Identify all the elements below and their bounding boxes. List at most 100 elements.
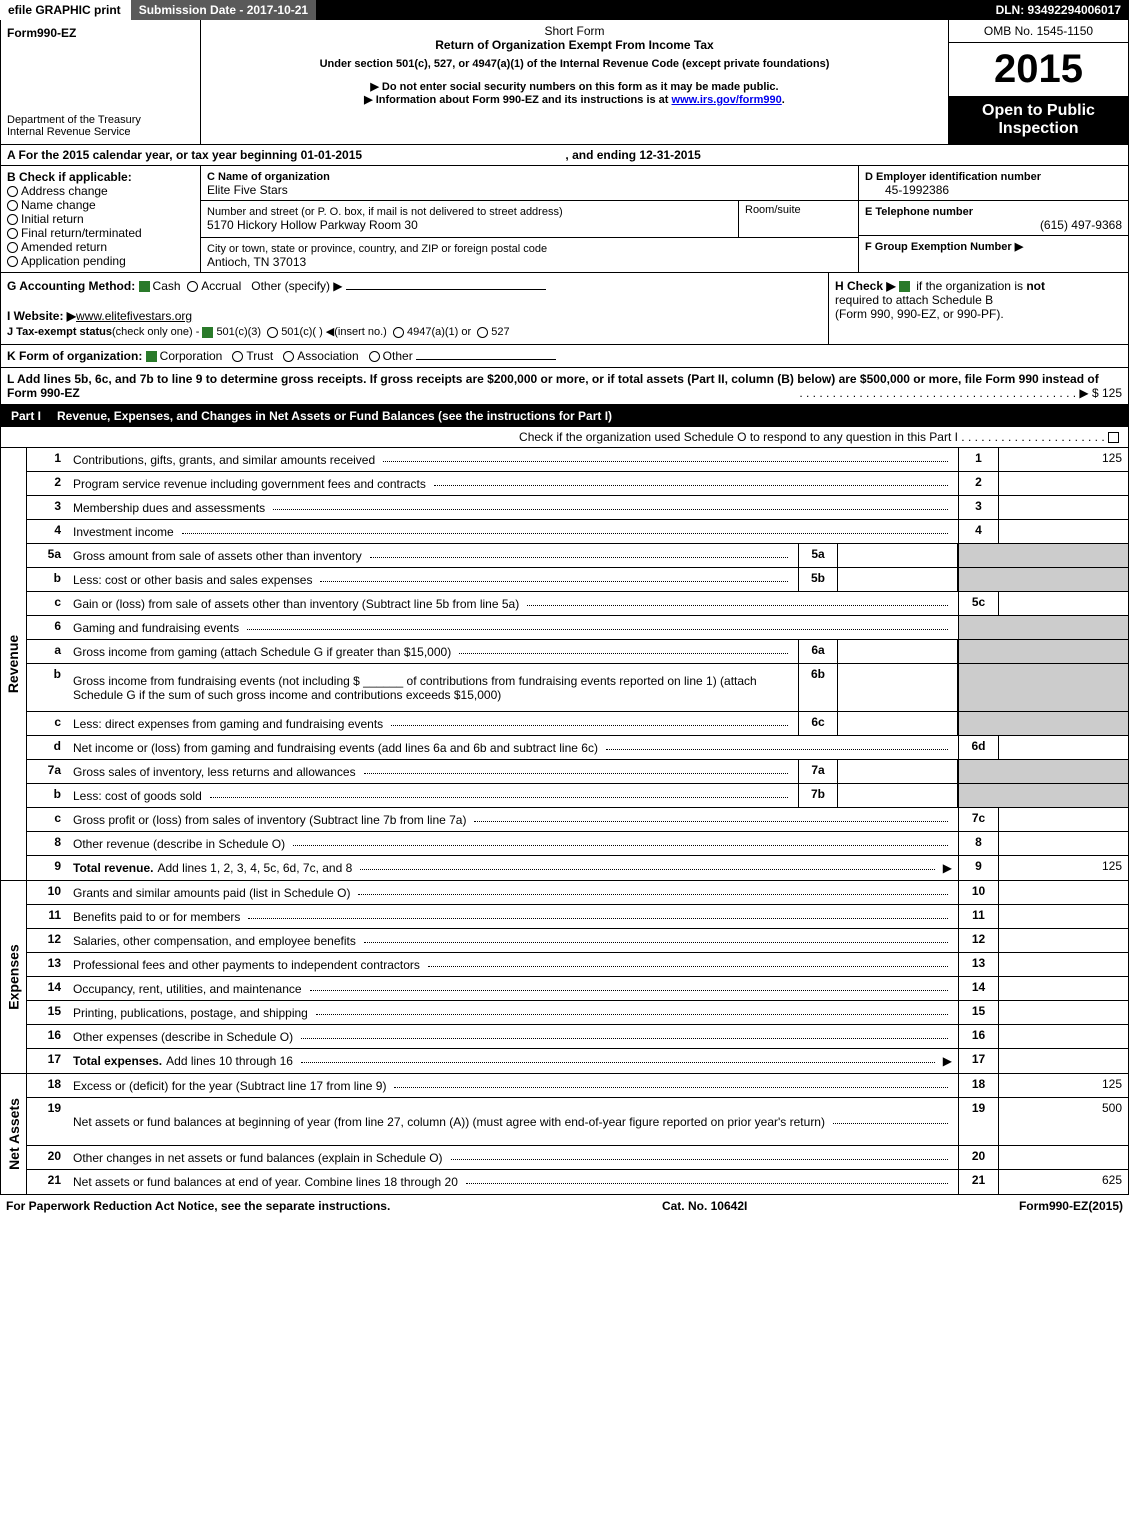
chk-address-change[interactable]: Address change [7, 184, 194, 198]
chk-label: Application pending [21, 254, 126, 268]
right-line-value [998, 1146, 1128, 1169]
line-desc: Occupancy, rent, utilities, and maintena… [67, 977, 958, 1000]
line-desc: Gross profit or (loss) from sales of inv… [67, 808, 958, 831]
line-desc: Contributions, gifts, grants, and simila… [67, 448, 958, 471]
chk-527[interactable] [477, 327, 488, 338]
website-link[interactable]: www.elitefivestars.org [76, 309, 192, 323]
form-line: 4Investment income4 [27, 520, 1128, 544]
chk-label: Name change [21, 198, 96, 212]
form-line: bLess: cost or other basis and sales exp… [27, 568, 1128, 592]
k-corp: Corporation [160, 349, 223, 363]
org-address: 5170 Hickory Hollow Parkway Room 30 [207, 218, 418, 232]
right-line-value [998, 1025, 1128, 1048]
k-other-fill[interactable] [416, 359, 556, 360]
grey-box [958, 712, 1128, 735]
e-box: E Telephone number (615) 497-9368 [859, 201, 1128, 236]
irs-link[interactable]: www.irs.gov/form990 [672, 94, 782, 106]
chk-amended-return[interactable]: Amended return [7, 240, 194, 254]
right-line-number: 3 [958, 496, 998, 519]
line-number: b [27, 784, 67, 807]
line-desc-tail: Add lines 10 through 16 [166, 1054, 293, 1068]
right-line-number: 1 [958, 448, 998, 471]
col-c: C Name of organization Elite Five Stars … [201, 166, 858, 272]
form-line: 6Gaming and fundraising events [27, 616, 1128, 640]
form-line: 18Excess or (deficit) for the year (Subt… [27, 1074, 1128, 1098]
gh-left: G Accounting Method: Cash Accrual Other … [1, 273, 828, 344]
j2: 501(c)( ) ◀(insert no.) [281, 326, 387, 338]
right-line-value [998, 881, 1128, 904]
right-line-value [998, 736, 1128, 759]
chk-4947[interactable] [393, 327, 404, 338]
k-assoc: Association [297, 349, 358, 363]
right-line-value [998, 905, 1128, 928]
c-name-box: C Name of organization Elite Five Stars [201, 166, 858, 201]
form-line: 8Other revenue (describe in Schedule O)8 [27, 832, 1128, 856]
line-desc: Excess or (deficit) for the year (Subtra… [67, 1074, 958, 1097]
form-subtitle: Under section 501(c), 527, or 4947(a)(1)… [207, 58, 942, 70]
footer-mid: Cat. No. 10642I [662, 1199, 747, 1213]
chk-label: Amended return [21, 240, 107, 254]
top-bar: efile GRAPHIC print Submission Date - 20… [0, 0, 1129, 20]
netassets-label: Net Assets [6, 1098, 22, 1170]
chk-initial-return[interactable]: Initial return [7, 212, 194, 226]
right-line-value [998, 953, 1128, 976]
line-number: 17 [27, 1049, 67, 1073]
gh-row: G Accounting Method: Cash Accrual Other … [0, 273, 1129, 345]
part1-check-text: Check if the organization used Schedule … [519, 430, 958, 444]
g-other-fill[interactable] [346, 289, 546, 290]
chk-trust[interactable] [232, 351, 243, 362]
line-number: 11 [27, 905, 67, 928]
line-number: c [27, 712, 67, 735]
right-line-value: 125 [998, 448, 1128, 471]
mid-line-value [838, 544, 958, 567]
form-line: 17Total expenses. Add lines 10 through 1… [27, 1049, 1128, 1073]
form-line: 13Professional fees and other payments t… [27, 953, 1128, 977]
c-name-label: C Name of organization [207, 171, 330, 183]
j-pre: J Tax-exempt status [7, 326, 112, 338]
footer-right: Form990-EZ(2015) [1019, 1199, 1123, 1213]
chk-501c3[interactable] [202, 327, 213, 338]
line-desc: Less: cost or other basis and sales expe… [67, 568, 798, 591]
right-line-value: 500 [998, 1098, 1128, 1145]
k-other: Other [383, 349, 413, 363]
right-line-value [998, 520, 1128, 543]
k-pre: K Form of organization: [7, 349, 146, 363]
dots [606, 742, 948, 750]
c-addr-row: Number and street (or P. O. box, if mail… [201, 201, 858, 238]
g-accounting: G Accounting Method: Cash Accrual Other … [7, 279, 822, 293]
right-line-number: 6d [958, 736, 998, 759]
org-city: Antioch, TN 37013 [207, 255, 306, 269]
form-line: 5aGross amount from sale of assets other… [27, 544, 1128, 568]
chk-label: Initial return [21, 212, 84, 226]
chk-other[interactable] [369, 351, 380, 362]
chk-application-pending[interactable]: Application pending [7, 254, 194, 268]
line-desc: Salaries, other compensation, and employ… [67, 929, 958, 952]
part1-header: Part I Revenue, Expenses, and Changes in… [0, 405, 1129, 427]
chk-final-return[interactable]: Final return/terminated [7, 226, 194, 240]
right-line-number: 21 [958, 1170, 998, 1194]
j1: 501(c)(3) [216, 326, 261, 338]
dots [210, 790, 788, 798]
chk-accrual[interactable] [187, 281, 198, 292]
chk-association[interactable] [283, 351, 294, 362]
chk-schedule-o[interactable] [1108, 432, 1119, 443]
j3: 4947(a)(1) or [407, 326, 471, 338]
right-line-value [998, 592, 1128, 615]
dots [370, 550, 788, 558]
line-number: c [27, 592, 67, 615]
line-number: 12 [27, 929, 67, 952]
mid-line-value [838, 712, 958, 735]
chk-cash[interactable] [139, 281, 150, 292]
chk-501c[interactable] [267, 327, 278, 338]
form-line: cGross profit or (loss) from sales of in… [27, 808, 1128, 832]
part1-title: Revenue, Expenses, and Changes in Net As… [51, 406, 1128, 426]
chk-corporation[interactable] [146, 351, 157, 362]
mid-line-value [838, 784, 958, 807]
col-b: B Check if applicable: Address change Na… [1, 166, 201, 272]
right-line-number: 9 [958, 856, 998, 880]
org-name: Elite Five Stars [207, 183, 288, 197]
chk-h[interactable] [899, 281, 910, 292]
chk-name-change[interactable]: Name change [7, 198, 194, 212]
h-pre: H Check ▶ [835, 279, 899, 293]
dots [459, 646, 788, 654]
